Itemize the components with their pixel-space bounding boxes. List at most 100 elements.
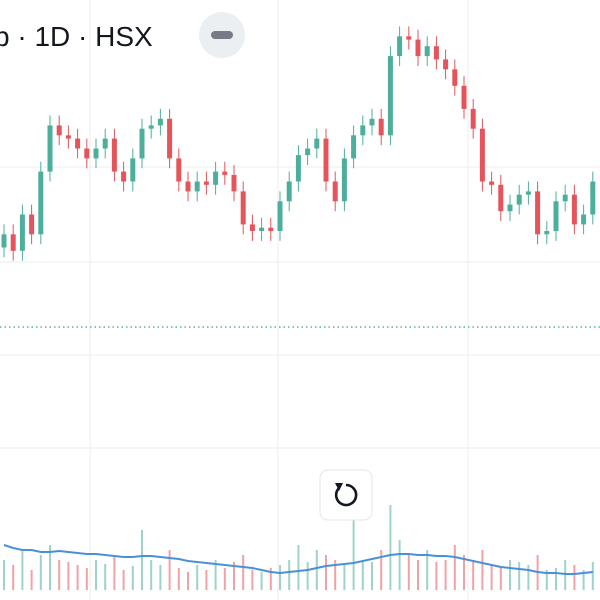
candle-body	[19, 214, 25, 251]
volume-bar	[242, 555, 245, 590]
volume-bar	[67, 562, 70, 590]
volume-bar	[260, 572, 263, 590]
volume-bar	[58, 560, 61, 590]
candle-body	[387, 56, 393, 136]
volume-bar	[168, 550, 171, 590]
candle-body	[323, 138, 329, 182]
candle-body	[194, 181, 200, 192]
volume-bar	[444, 560, 447, 590]
volume-bar	[490, 565, 493, 590]
symbol-title: b · 1D · HSX	[0, 21, 153, 52]
volume-bar	[398, 540, 401, 590]
volume-bar	[3, 560, 5, 590]
candle-body	[176, 158, 182, 182]
candle-body	[259, 227, 265, 231]
candle-body	[295, 155, 301, 182]
candle-body	[75, 138, 81, 149]
volume-bar	[104, 564, 107, 590]
candle-body	[65, 135, 71, 139]
volume-bar	[343, 565, 346, 590]
volume-bar	[371, 562, 373, 590]
candle-body	[378, 118, 384, 136]
candle-body	[369, 118, 375, 126]
volume-ma-line	[3, 544, 593, 575]
candle-body	[102, 138, 108, 149]
volume-bar	[39, 555, 42, 590]
volume-bar	[131, 566, 134, 590]
volume-bar	[279, 565, 281, 590]
candle-body	[470, 108, 476, 129]
collapse-button[interactable]	[199, 12, 245, 58]
volume-bar	[214, 560, 217, 590]
candle-body	[553, 201, 559, 231]
candle-body	[84, 148, 90, 159]
volume-bar	[141, 530, 143, 590]
volume-bar	[481, 550, 484, 590]
candle-body	[10, 234, 16, 251]
volume-bar	[518, 562, 521, 590]
reset-icon	[334, 483, 358, 507]
candle-body	[314, 138, 320, 149]
candle-body	[415, 39, 421, 57]
volume-bar	[334, 560, 337, 590]
candle-body	[397, 36, 403, 57]
volume-bar	[113, 555, 116, 590]
candle-body	[130, 158, 136, 182]
candle-body	[277, 201, 283, 231]
volume-bar	[325, 555, 327, 590]
reset-arrow	[335, 483, 343, 491]
volume-bar	[527, 565, 530, 590]
candle-body	[111, 138, 117, 172]
candle-body	[581, 214, 587, 225]
volume-bar	[251, 570, 254, 590]
volume-bar	[426, 550, 429, 590]
candle-body	[433, 46, 439, 60]
candle-body	[222, 171, 228, 175]
minus-icon	[211, 31, 233, 39]
volume-bar	[315, 550, 318, 590]
candle-body	[544, 231, 550, 235]
volume-bar	[95, 560, 97, 590]
candle-body	[1, 234, 7, 248]
volume-bar	[187, 572, 189, 590]
candle-body	[185, 181, 191, 192]
button-bg[interactable]	[319, 469, 373, 521]
volume-bar	[582, 570, 585, 590]
candle-body	[167, 118, 173, 159]
volume-bar	[159, 565, 162, 590]
candle-body	[479, 128, 485, 182]
candle-body	[249, 224, 255, 231]
volume-bar	[306, 562, 309, 590]
candle-body	[443, 59, 449, 70]
candle-body	[139, 128, 145, 159]
volume-bar	[205, 570, 208, 590]
candle-body	[268, 227, 274, 231]
volume-bar	[407, 555, 410, 590]
candles	[1, 26, 596, 261]
volume-bar	[177, 568, 180, 590]
volume-bar	[297, 545, 300, 590]
candle-body	[121, 171, 127, 182]
candle-body	[525, 191, 531, 195]
candle-body	[535, 191, 541, 235]
candle-body	[305, 148, 311, 156]
volume-bar	[49, 545, 51, 590]
volume-bar	[85, 568, 88, 590]
candle-body	[213, 171, 219, 185]
volume-bar	[269, 568, 272, 590]
volume-bar	[545, 570, 548, 590]
volume-bar	[380, 550, 383, 590]
candle-body	[516, 194, 522, 205]
candle-body	[571, 194, 577, 225]
volume-bar	[233, 562, 235, 590]
candle-body	[341, 158, 347, 202]
reset-button[interactable]	[319, 469, 373, 521]
candle-body	[507, 204, 513, 212]
candle-body	[240, 191, 246, 225]
candle-body	[406, 36, 412, 40]
volume-bar	[21, 550, 24, 590]
volume-bar	[417, 560, 419, 590]
candle-body	[461, 85, 467, 109]
